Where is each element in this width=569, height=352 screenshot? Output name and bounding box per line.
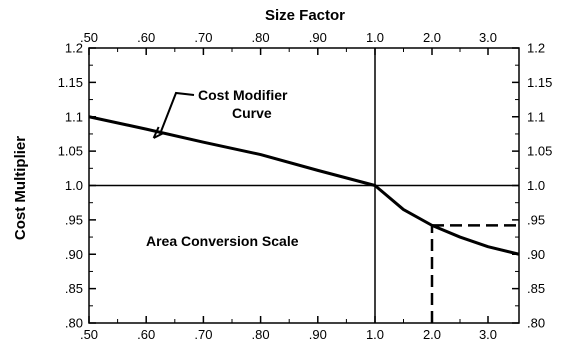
x-tick-label-top: .90: [309, 30, 327, 45]
y-tick-label-right: 1.0: [527, 178, 545, 193]
x-tick-label-bottom: 2.0: [423, 327, 441, 342]
x-tick-label-bottom: 1.0: [366, 327, 384, 342]
x-tick-label-top: .60: [137, 30, 155, 45]
x-tick-label-top: .70: [194, 30, 212, 45]
y-tick-label-right: .85: [527, 281, 545, 296]
y-tick-label-left: .85: [65, 281, 83, 296]
y-tick-label-left: 1.1: [65, 109, 83, 124]
annotation-label-line2: Curve: [232, 105, 272, 121]
y-tick-label-right: 1.05: [527, 144, 552, 159]
y-tick-label-right: 1.2: [527, 41, 545, 56]
x-tick-label-top: 1.0: [366, 30, 384, 45]
y-tick-label-right: .80: [527, 316, 545, 331]
y-tick-label-left: .80: [65, 316, 83, 331]
y-tick-label-left: 1.2: [65, 41, 83, 56]
y-tick-label-right: 1.1: [527, 109, 545, 124]
annotation-arrowhead: [152, 126, 165, 139]
x-tick-label-top: .50: [80, 30, 98, 45]
plot-area: .50 .50 .60 .60 .70 .70 .80 .80 .90 .90 1.0 1.0 2.0 2…: [58, 30, 553, 342]
x-tick-label-bottom: .70: [194, 327, 212, 342]
x-tick-label-bottom: .80: [252, 327, 270, 342]
annotation-leader-line: [159, 91, 195, 135]
cost-modifier-curve: [88, 115, 520, 256]
x-tick-label-top: 2.0: [423, 30, 441, 45]
x-tick-label-top: .80: [252, 30, 270, 45]
y-tick-label-left: .90: [65, 247, 83, 262]
area-conversion-label: Area Conversion Scale: [146, 233, 299, 249]
y-tick-label-left: 1.15: [58, 75, 83, 90]
y-tick-label-right: .90: [527, 247, 545, 262]
y-tick-label-left: 1.0: [65, 178, 83, 193]
x-tick-label-bottom: .60: [137, 327, 155, 342]
y-tick-label-left: 1.05: [58, 144, 83, 159]
y-tick-label-right: 1.15: [527, 75, 552, 90]
y-tick-label-right: .95: [527, 212, 545, 227]
x-tick-label-bottom: .90: [309, 327, 327, 342]
annotation-label-line1: Cost Modifier: [198, 87, 288, 103]
x-tick-label-bottom: 3.0: [479, 327, 497, 342]
x-tick-label-bottom: .50: [80, 327, 98, 342]
y-axis-title: Cost Multiplier: [12, 136, 29, 240]
y-tick-label-left: .95: [65, 212, 83, 227]
x-axis-title: Size Factor: [265, 7, 345, 24]
x-tick-label-top: 3.0: [479, 30, 497, 45]
